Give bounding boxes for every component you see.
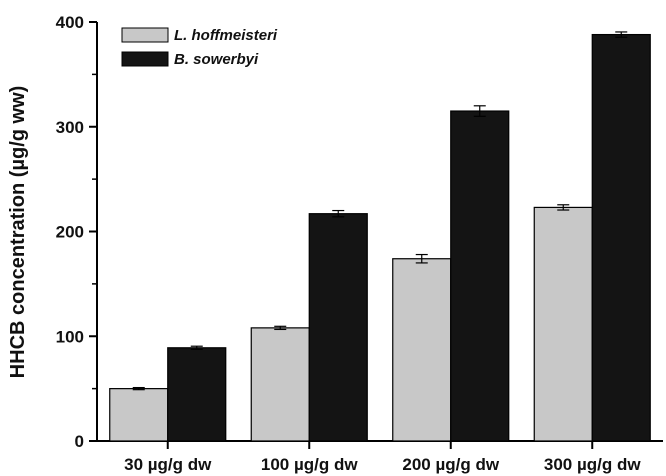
- y-tick-label: 400: [56, 13, 84, 32]
- bar-b-sowerbyi: [167, 347, 227, 442]
- bar-b-sowerbyi: [450, 110, 510, 442]
- bar-l-hoffmeisteri: [109, 388, 169, 442]
- y-axis-title: HHCB concentration (µg/g ww): [7, 86, 29, 379]
- legend-label: L. hoffmeisteri: [174, 27, 278, 44]
- legend-swatch: [121, 51, 169, 67]
- x-category-label: 200 µg/g dw: [402, 455, 499, 474]
- bars: [109, 33, 651, 442]
- x-category-label: 300 µg/g dw: [544, 455, 641, 474]
- x-category-labels: 30 µg/g dw 100 µg/g dw 200 µg/g dw 300 µg/g…: [124, 441, 641, 474]
- y-tick-label: 0: [75, 432, 84, 451]
- y-tick-label: 100: [56, 327, 84, 346]
- bar-l-hoffmeisteri: [533, 206, 593, 442]
- error-bars: [132, 31, 628, 391]
- y-ticks: 0 100 200 300 400: [56, 13, 97, 451]
- bar-b-sowerbyi: [308, 213, 368, 442]
- x-category-label: 100 µg/g dw: [261, 455, 358, 474]
- y-tick-label: 300: [56, 118, 84, 137]
- bar-l-hoffmeisteri: [250, 327, 310, 442]
- legend-swatch: [121, 27, 169, 43]
- bar-l-hoffmeisteri: [392, 258, 452, 442]
- x-category-label: 30 µg/g dw: [124, 455, 212, 474]
- legend-label: B. sowerbyi: [174, 51, 259, 68]
- bar-b-sowerbyi: [591, 33, 651, 442]
- y-tick-label: 200: [56, 223, 84, 242]
- legend: L. hoffmeisteri B. sowerbyi: [121, 27, 278, 68]
